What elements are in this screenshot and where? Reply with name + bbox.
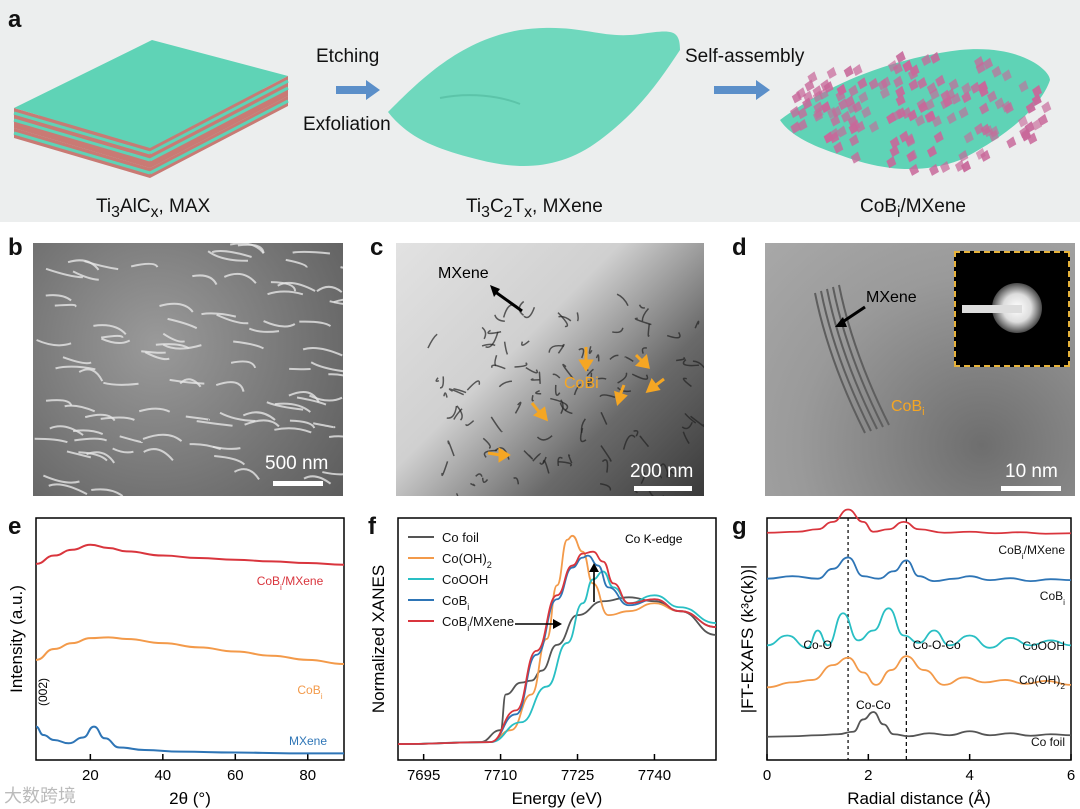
plot-frame — [766, 517, 1072, 761]
process-arrow-1 — [336, 80, 380, 100]
xanes-chart: 7695 7710 7725 7740 Energy (eV) Normalized XA… — [369, 517, 717, 808]
series-line-2 — [766, 607, 1072, 649]
mxene-sheet-illustration — [388, 27, 680, 166]
panel-label-a: a — [8, 6, 22, 33]
legend-label-3: CoBi — [442, 593, 469, 612]
series-line-0 — [766, 508, 1072, 535]
y-axis-label: |FT-EXAFS (k³c(k))| — [738, 565, 757, 714]
tem-scale-bar: 200 nm — [630, 461, 694, 482]
exfoliation-label: Exfoliation — [303, 114, 391, 135]
legend-label-4: CoBi/MXene — [442, 614, 514, 633]
tem-cobi-annotation: CoBi — [564, 375, 599, 392]
cobi-mxene-label: CoBi/MXene — [860, 196, 966, 221]
panel-label-d: d — [732, 234, 747, 261]
mxene-lattice-fringes — [814, 284, 890, 434]
series-line-4 — [766, 711, 1072, 738]
plot-frame — [397, 517, 717, 761]
series-label-1: CoBi — [297, 683, 322, 701]
bond-annotation-2: Co-Co — [856, 698, 891, 712]
series-line-0 — [35, 543, 345, 566]
x-tick-label: 0 — [763, 767, 771, 784]
x-tick-label: 7740 — [638, 767, 671, 784]
x-tick-label: 7725 — [561, 767, 594, 784]
etching-label: Etching — [316, 46, 380, 67]
exafs-chart: 0 2 4 6 Radial distance (Å) |FT-EXAFS (k³c(k)… — [738, 508, 1075, 808]
series-line-2 — [35, 725, 344, 755]
series-line-1 — [35, 636, 345, 666]
panel-label-g: g — [732, 513, 747, 540]
mxene-label: Ti3C2Tx, MXene — [466, 196, 603, 221]
process-arrow-2 — [714, 80, 770, 100]
x-tick-label: 80 — [299, 767, 316, 784]
series-label-4: Co foil — [1031, 735, 1065, 749]
hrtem-cobi-annotation: CoBi — [891, 398, 925, 419]
panel-label-b: b — [8, 234, 23, 261]
series-label-0: CoBi/MXene — [998, 543, 1065, 561]
xrd-chart: 20 40 60 80 2θ (°) Intensity (a.u.) CoBi/MXene… — [7, 517, 345, 808]
sem-image: 500 nm — [33, 243, 343, 496]
hrtem-image: MXene CoBi 10 nm — [765, 243, 1075, 496]
series-label-2: MXene — [289, 734, 327, 748]
peak-annotation: (002) — [36, 678, 50, 706]
series-line-4 — [397, 550, 717, 745]
panel-label-c: c — [370, 234, 384, 261]
x-tick-label: 2 — [864, 767, 872, 784]
x-tick-label: 20 — [82, 767, 99, 784]
legend-label-2: CoOOH — [442, 572, 488, 587]
series-label-2: CoOOH — [1022, 639, 1065, 653]
series-line-1 — [766, 556, 1072, 583]
watermark: 大数跨境 — [4, 786, 76, 806]
max-label: Ti3AlCx, MAX — [96, 196, 211, 221]
bond-annotation-0: Co-O — [803, 638, 832, 652]
x-tick-label: 7695 — [407, 767, 440, 784]
hrtem-mxene-annotation: MXene — [866, 289, 917, 306]
x-axis-label: Energy (eV) — [512, 789, 603, 808]
cobi-mxene-illustration — [780, 49, 1052, 176]
max-block-illustration — [13, 40, 289, 178]
series-label-0: CoBi/MXene — [257, 574, 324, 592]
saed-inset — [954, 251, 1070, 367]
series-label-3: Co(OH)2 — [1019, 673, 1065, 691]
x-tick-label: 40 — [154, 767, 171, 784]
y-axis-label: Normalized XANES — [369, 565, 388, 713]
sem-scale-bar: 500 nm — [265, 453, 329, 474]
series-line-2 — [397, 570, 717, 745]
series-label-1: CoBi — [1040, 589, 1065, 607]
x-tick-label: 6 — [1067, 767, 1075, 784]
panel-label-e: e — [8, 513, 22, 540]
x-tick-label: 60 — [227, 767, 244, 784]
self-assembly-label: Self-assembly — [685, 46, 805, 67]
hrtem-scale-bar: 10 nm — [1005, 461, 1058, 482]
edge-annotation: Co K-edge — [625, 532, 683, 546]
x-tick-label: 7710 — [484, 767, 517, 784]
x-tick-label: 4 — [965, 767, 973, 784]
tem-mxene-annotation: MXene — [438, 265, 489, 282]
series-line-3 — [766, 655, 1072, 689]
schematic-drawing — [13, 27, 1052, 178]
panel-label-f: f — [368, 513, 376, 540]
y-axis-label: Intensity (a.u.) — [7, 585, 26, 693]
x-axis-label: 2θ (°) — [169, 789, 211, 808]
tem-image: MXene CoBi 200 nm — [396, 243, 704, 496]
plot-frame — [35, 517, 345, 761]
x-axis-label: Radial distance (Å) — [847, 789, 991, 808]
legend-label-0: Co foil — [442, 530, 479, 545]
bond-annotation-1: Co-O-Co — [913, 638, 961, 652]
legend-label-1: Co(OH)2 — [442, 551, 492, 570]
series-line-1 — [397, 534, 717, 745]
